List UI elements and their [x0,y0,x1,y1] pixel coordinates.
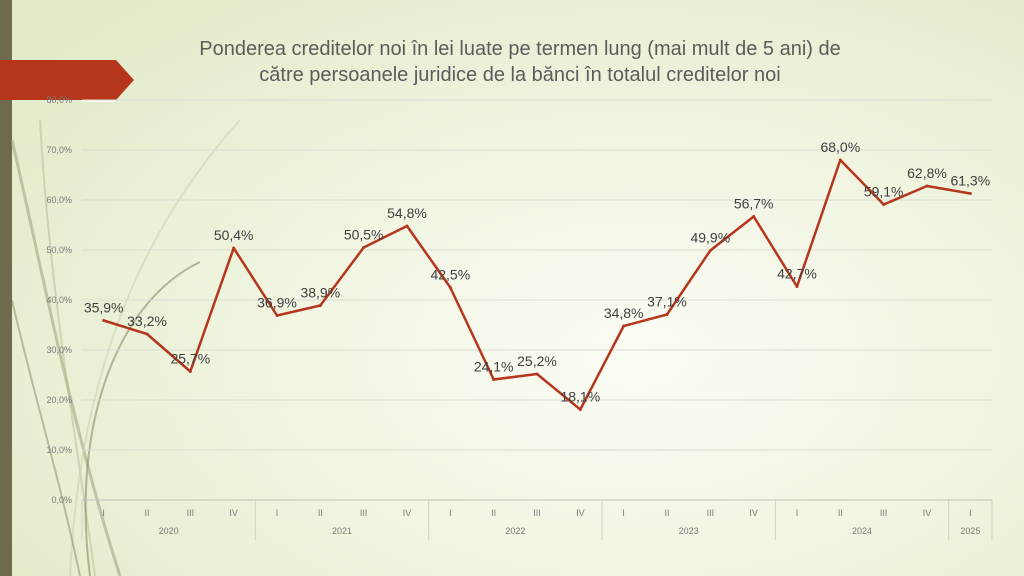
x-quarter-label: III [360,508,368,518]
x-quarter-label: IV [403,508,412,518]
decor-curve [39,119,96,576]
x-quarter-label: I [449,508,452,518]
x-quarter-label: III [187,508,195,518]
x-quarter-label: III [707,508,715,518]
decor-curve [84,261,201,576]
data-point [232,246,236,250]
data-point [448,286,452,289]
y-tick-label: 10,0% [46,445,72,455]
y-tick-label: 70,0% [46,145,72,155]
y-tick-label: 80,0% [46,95,72,105]
data-label: 54,8% [387,205,427,221]
data-label: 36,9% [257,295,297,311]
chart-title: Ponderea creditelor noi în lei luate pe … [120,36,920,88]
data-label: 37,1% [647,294,687,310]
data-point [535,372,539,376]
x-quarter-label: II [664,508,669,518]
data-label: 50,4% [214,227,254,243]
y-tick-label: 60,0% [46,195,72,205]
data-point [405,224,409,228]
x-quarter-label: IV [576,508,585,518]
y-tick-label: 20,0% [46,395,72,405]
y-tick-label: 30,0% [46,345,72,355]
x-quarter-label: I [102,508,105,518]
data-label: 24,1% [474,359,514,375]
data-label: 33,2% [127,313,167,329]
x-year-label: 2024 [852,526,872,536]
data-label: 61,3% [950,173,990,189]
data-point [838,158,842,162]
data-point [708,249,712,252]
decor-curve [69,119,241,576]
data-label: 62,8% [907,165,947,181]
data-point [362,246,366,249]
data-point [882,203,886,206]
data-point [752,215,756,218]
x-quarter-label: III [533,508,541,518]
data-point [665,313,669,316]
x-quarter-label: I [969,508,972,518]
x-quarter-label: IV [923,508,932,518]
data-label: 34,8% [604,305,644,321]
data-point [492,378,496,381]
y-tick-label: 50,0% [46,245,72,255]
data-label: 25,7% [170,351,210,367]
x-quarter-label: II [318,508,323,518]
data-point [318,304,322,307]
x-year-label: 2021 [332,526,352,536]
y-tick-label: 0,0% [51,495,72,505]
x-year-label: 2022 [505,526,525,536]
x-year-label: 2025 [960,526,980,536]
x-quarter-label: I [622,508,625,518]
x-year-label: 2020 [159,526,179,536]
data-label: 50,5% [344,227,384,243]
data-label: 25,2% [517,353,557,369]
x-year-label: 2023 [679,526,699,536]
data-point [275,314,279,317]
series-line [103,158,971,411]
x-quarter-label: II [838,508,843,518]
data-point [795,285,799,288]
data-point [578,408,582,411]
x-quarter-label: II [491,508,496,518]
left-accent-bar [0,0,12,576]
data-label: 56,7% [734,196,774,212]
data-label: 18,1% [560,389,600,405]
x-quarter-label: IV [229,508,238,518]
chart-title-line-1: Ponderea creditelor noi în lei luate pe … [199,38,841,60]
data-label: 38,9% [300,285,340,301]
y-tick-label: 40,0% [46,295,72,305]
x-quarter-label: I [276,508,279,518]
data-label: 59,1% [864,184,904,200]
chart-title-line-2: către persoanele juridice de la bănci în… [259,64,781,86]
x-quarter-label: II [144,508,149,518]
data-label: 42,7% [777,266,817,282]
decor-curve [10,139,122,576]
x-quarter-label: I [796,508,799,518]
data-label: 42,5% [430,267,470,283]
data-label: 49,9% [690,230,730,246]
data-point [925,184,929,188]
data-label: 35,9% [84,300,124,316]
data-point [102,319,106,322]
x-quarter-label: III [880,508,888,518]
data-point [968,192,972,195]
data-point [188,370,192,373]
x-quarter-label: IV [749,508,758,518]
data-point [145,332,149,336]
data-point [622,324,626,328]
red-banner [0,60,134,100]
data-label: 68,0% [820,139,860,155]
decor-curve [11,299,81,576]
